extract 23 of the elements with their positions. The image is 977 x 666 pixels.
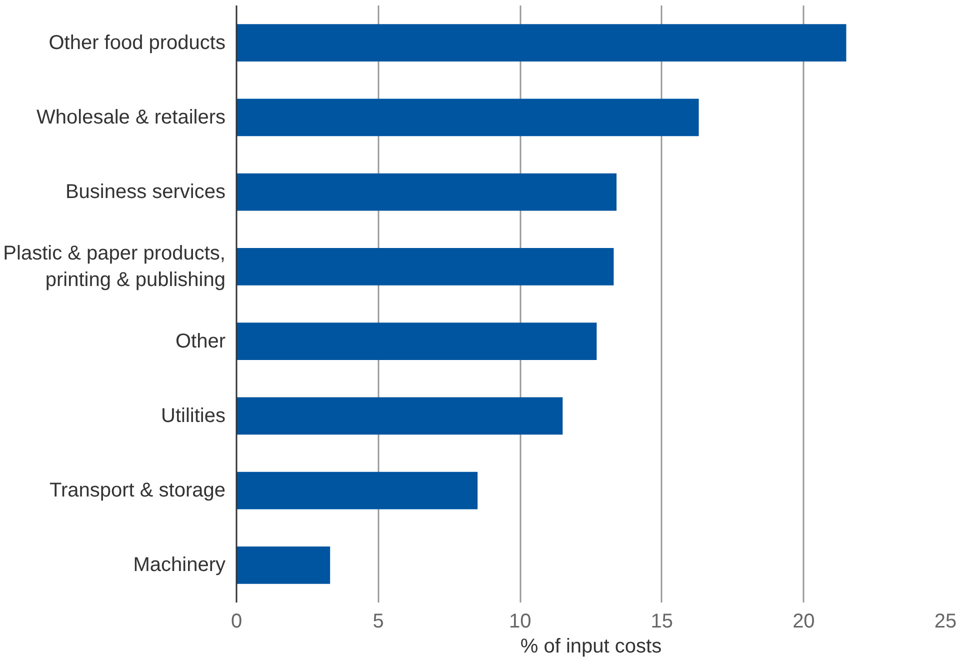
bar (236, 397, 563, 435)
x-tick-label: 0 (230, 610, 242, 632)
y-tick-label: Machinery (133, 554, 226, 576)
y-tick-label: Other (175, 330, 226, 352)
y-tick-label: Wholesale & retailers (36, 106, 226, 128)
y-tick-label: Transport & storage (49, 480, 226, 502)
y-tick-label: Plastic & paper products, printing & publishing (3, 242, 226, 291)
x-tick-label: 25 (934, 610, 957, 632)
y-tick-label: Other food products (48, 32, 226, 54)
bar (236, 248, 614, 286)
bar (236, 546, 330, 584)
x-tick-label: 20 (792, 610, 815, 632)
bar (236, 472, 478, 510)
x-tick-label: 15 (650, 610, 674, 632)
x-tick-label: 5 (372, 610, 384, 632)
x-tick-label: 10 (508, 610, 532, 632)
y-tick-label: Business services (65, 181, 226, 204)
x-axis-title: % of input costs (520, 636, 662, 658)
bar (236, 322, 597, 360)
bar (236, 98, 699, 136)
bar (236, 24, 846, 62)
bar (236, 173, 617, 211)
y-tick-label: Utilities (161, 404, 226, 427)
